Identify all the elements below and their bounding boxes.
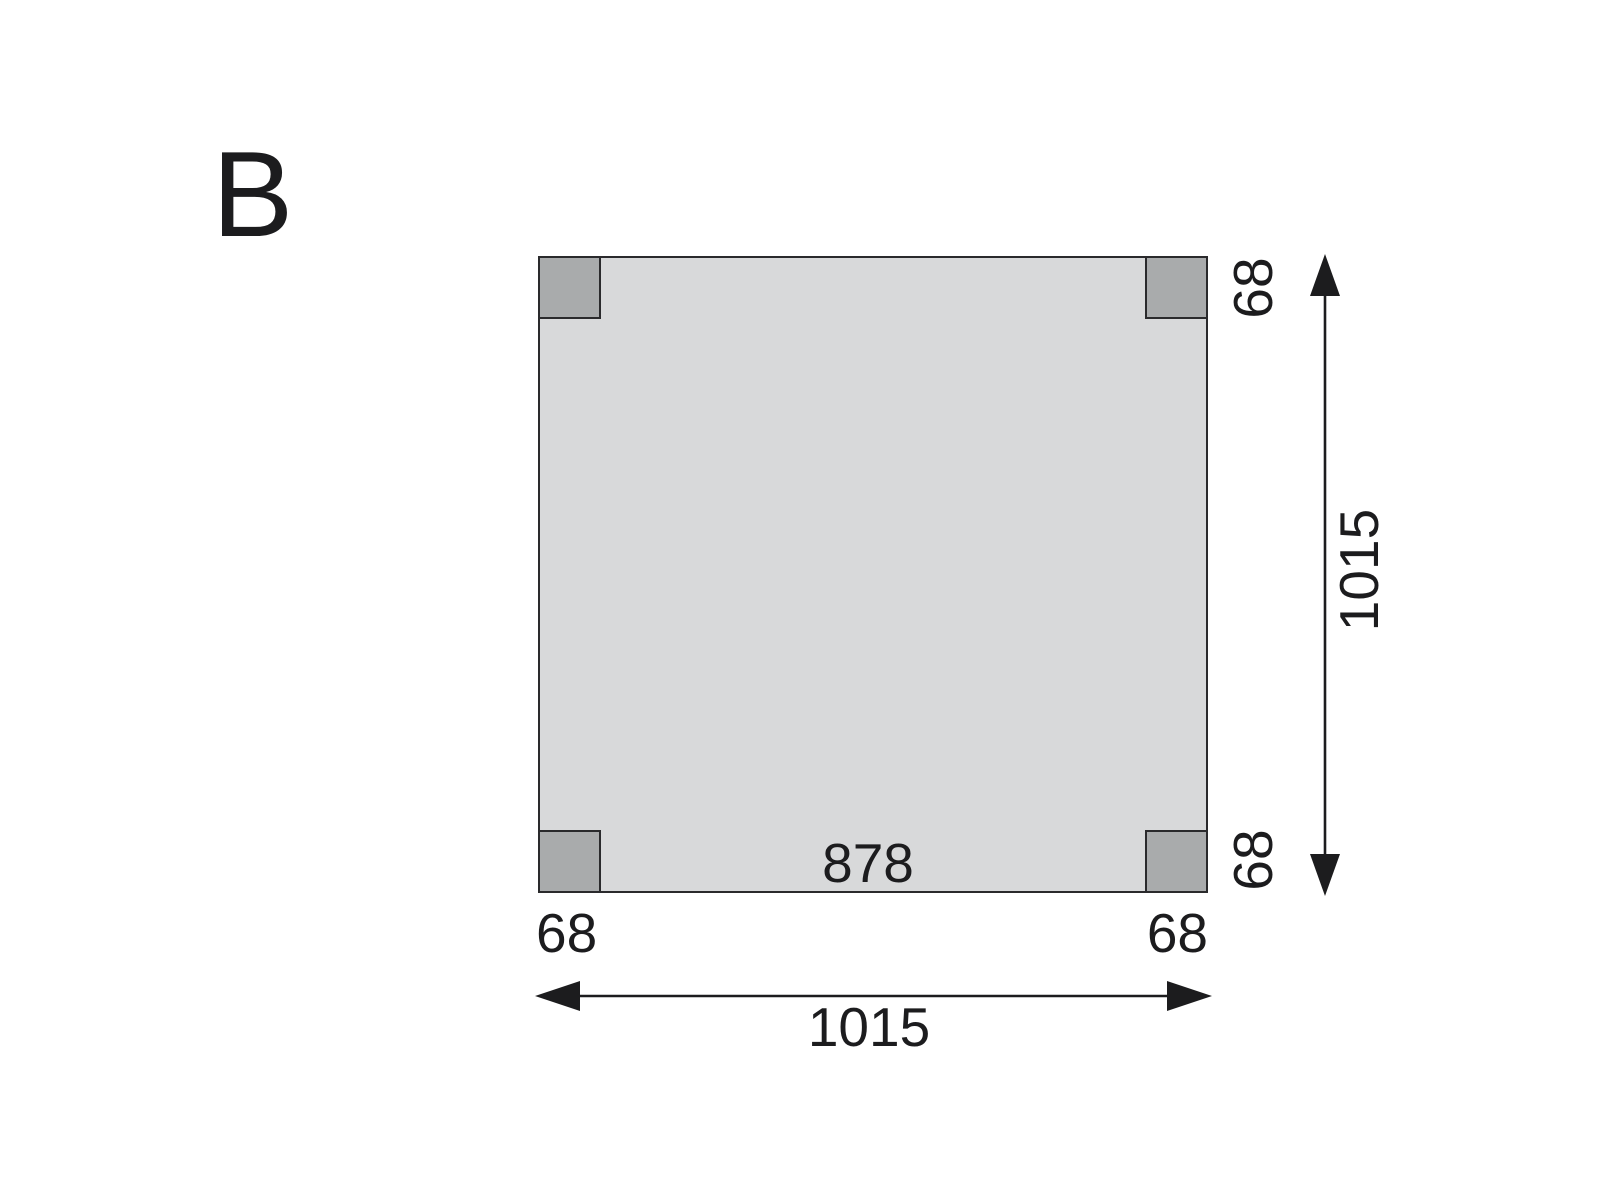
dimension-label-inner-width: 878 [822, 832, 914, 894]
dimension-label-bottom-right-post: 68 [1146, 902, 1208, 964]
dimension-label-bottom-left-post: 68 [536, 902, 598, 964]
dimension-label-total-width: 1015 [807, 996, 931, 1058]
corner-post-top-left [538, 256, 601, 319]
dimension-label-right-bottom-post: 68 [1221, 829, 1284, 891]
corner-post-bottom-right [1145, 830, 1208, 893]
floor-plan-panel [538, 256, 1208, 893]
variant-label: B [212, 126, 294, 262]
dimension-label-total-height: 1015 [1327, 508, 1390, 632]
corner-post-top-right [1145, 256, 1208, 319]
corner-post-bottom-left [538, 830, 601, 893]
dimension-label-right-top-post: 68 [1221, 257, 1284, 319]
